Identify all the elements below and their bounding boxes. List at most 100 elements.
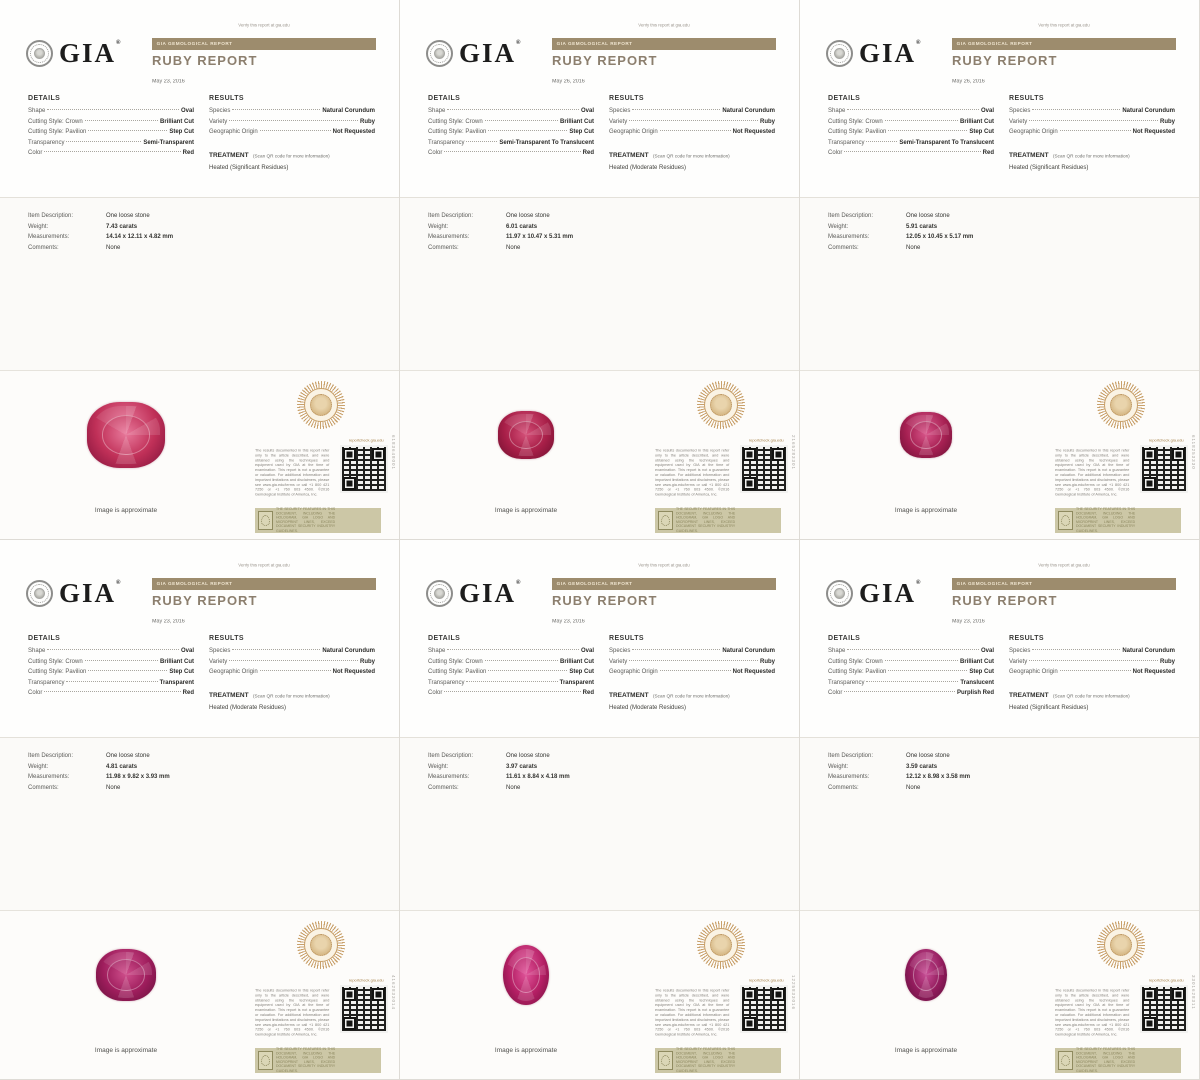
qr-finder-icon bbox=[743, 477, 756, 490]
results-heading: RESULTS bbox=[1009, 95, 1044, 102]
result-label: Variety bbox=[1009, 658, 1028, 665]
item-label: Measurements: bbox=[828, 234, 870, 240]
banner-label: GIA GEMOLOGICAL REPORT bbox=[556, 581, 633, 587]
gia-logo-text: GIA® bbox=[859, 578, 923, 608]
security-strip: The security features in this document, … bbox=[255, 1047, 381, 1073]
item-row-measurements: Measurements: 12.05 x 10.45 x 5.17 mm bbox=[828, 232, 1199, 243]
front-columns: DETAILS Shape Oval Cutting Style: Crown Br… bbox=[428, 95, 775, 171]
security-emblem-icon bbox=[1058, 1051, 1073, 1070]
detail-row-crown: Cutting Style: Crown Brilliant Cut bbox=[28, 117, 194, 128]
report-title: RUBY REPORT bbox=[552, 593, 658, 608]
detail-row-crown: Cutting Style: Crown Brilliant Cut bbox=[828, 657, 994, 668]
item-label: Weight: bbox=[828, 763, 849, 770]
gem-slot bbox=[400, 379, 652, 491]
item-value: 3.97 carats bbox=[506, 763, 538, 770]
details-section: DETAILS Shape Oval Cutting Style: Crown Br… bbox=[828, 635, 994, 711]
dotted-leader bbox=[466, 140, 498, 142]
gia-gold-seal-icon bbox=[697, 921, 745, 969]
gia-seal-icon bbox=[26, 40, 53, 67]
detail-row-crown: Cutting Style: Crown Brilliant Cut bbox=[428, 117, 594, 128]
result-label: Geographic Origin bbox=[209, 129, 258, 135]
gia-ruby-certificate[interactable]: Verify this report at gia.edu GIA® GIA G… bbox=[400, 540, 800, 1080]
results-heading: RESULTS bbox=[609, 95, 644, 102]
security-strip: The security features in this document, … bbox=[1055, 1047, 1181, 1073]
gem-slot bbox=[800, 379, 1052, 491]
treatment-block: TREATMENT (Scan QR code for more informa… bbox=[1009, 144, 1175, 171]
result-label: Species bbox=[209, 648, 231, 654]
item-row-description: Item Description: One loose stone bbox=[28, 751, 399, 762]
detail-value: Red bbox=[182, 690, 194, 696]
dotted-leader bbox=[444, 151, 581, 152]
detail-label: Cutting Style: Pavilion bbox=[428, 129, 487, 135]
gia-logo-text: GIA® bbox=[459, 578, 523, 608]
detail-label: Cutting Style: Crown bbox=[828, 118, 883, 125]
dotted-leader bbox=[629, 659, 758, 661]
treatment-value: Heated (Significant Residues) bbox=[209, 164, 289, 171]
item-row-description: Item Description: One loose stone bbox=[428, 211, 799, 222]
detail-value: Step Cut bbox=[569, 669, 594, 675]
dotted-leader bbox=[66, 680, 158, 682]
gia-ruby-certificate[interactable]: Verify this report at gia.edu GIA® GIA G… bbox=[800, 540, 1200, 1080]
item-value: One loose stone bbox=[906, 753, 950, 759]
gia-ruby-certificate[interactable]: Verify this report at gia.edu GIA® GIA G… bbox=[0, 540, 400, 1080]
reportcheck-url: reportcheck.gia.edu bbox=[748, 439, 784, 443]
treatment-heading: TREATMENT bbox=[1009, 151, 1049, 159]
detail-row-color: Color Red bbox=[428, 688, 594, 699]
ruby-gem-image bbox=[87, 402, 165, 468]
dotted-leader bbox=[466, 680, 558, 682]
result-value: Not Requested bbox=[332, 669, 375, 675]
qr-code bbox=[740, 985, 788, 1033]
results-section: RESULTS Species Natural Corundum Variety R… bbox=[609, 635, 775, 711]
result-value: Ruby bbox=[1160, 658, 1175, 665]
detail-label: Cutting Style: Crown bbox=[428, 658, 483, 665]
dotted-leader bbox=[847, 649, 979, 650]
detail-value: Step Cut bbox=[969, 669, 994, 675]
detail-label: Shape bbox=[828, 648, 846, 654]
result-value: Ruby bbox=[760, 118, 775, 125]
security-emblem-icon bbox=[658, 1051, 673, 1070]
detail-row-shape: Shape Oval bbox=[428, 646, 594, 657]
detail-row-color: Color Purplish Red bbox=[828, 688, 994, 699]
details-heading: DETAILS bbox=[428, 635, 461, 642]
detail-row-shape: Shape Oval bbox=[428, 106, 594, 117]
gia-ruby-certificate[interactable]: Verify this report at gia.edu GIA® GIA G… bbox=[800, 0, 1200, 540]
report-banner: GIA GEMOLOGICAL REPORT bbox=[952, 38, 1176, 50]
result-label: Variety bbox=[209, 118, 228, 125]
gem-slot bbox=[0, 919, 252, 1031]
detail-value: Oval bbox=[180, 108, 194, 114]
item-label: Weight: bbox=[28, 223, 49, 230]
disclaimer-text: The results documented in this report re… bbox=[1055, 989, 1130, 1037]
gia-logo: GIA® bbox=[426, 580, 523, 607]
report-number-vertical: 6118253330 bbox=[1191, 435, 1196, 470]
gia-ruby-certificate[interactable]: Verify this report at gia.edu GIA® GIA G… bbox=[0, 0, 400, 540]
dotted-leader bbox=[488, 130, 568, 131]
report-title: RUBY REPORT bbox=[152, 593, 258, 608]
detail-value: Translucent bbox=[960, 679, 994, 686]
report-date: May 23, 2016 bbox=[152, 79, 185, 85]
dotted-leader bbox=[44, 691, 181, 692]
treatment-value: Heated (Moderate Residues) bbox=[209, 704, 287, 711]
gia-logo-text: GIA® bbox=[459, 38, 523, 68]
dotted-leader bbox=[1029, 659, 1158, 661]
result-row-species: Species Natural Corundum bbox=[1009, 106, 1175, 117]
details-heading: DETAILS bbox=[428, 95, 461, 102]
treatment-heading: TREATMENT bbox=[609, 151, 649, 159]
item-row-comments: Comments: None bbox=[28, 783, 399, 794]
item-label: Measurements: bbox=[28, 234, 70, 240]
item-row-weight: Weight: 3.59 carats bbox=[828, 762, 1199, 773]
dotted-leader bbox=[844, 151, 981, 152]
item-value: 6.01 carats bbox=[506, 223, 538, 230]
detail-label: Shape bbox=[428, 648, 446, 654]
dotted-leader bbox=[632, 109, 721, 110]
result-row-variety: Variety Ruby bbox=[609, 657, 775, 668]
item-label: Comments: bbox=[428, 784, 459, 791]
treatment-heading: TREATMENT bbox=[609, 691, 649, 699]
item-row-comments: Comments: None bbox=[28, 243, 399, 254]
gia-ruby-certificate[interactable]: Verify this report at gia.edu GIA® GIA G… bbox=[400, 0, 800, 540]
result-row-origin: Geographic Origin Not Requested bbox=[609, 667, 775, 678]
results-section: RESULTS Species Natural Corundum Variety R… bbox=[209, 635, 375, 711]
dotted-leader bbox=[888, 130, 968, 131]
item-label: Weight: bbox=[28, 763, 49, 770]
treatment-block: TREATMENT (Scan QR code for more informa… bbox=[209, 144, 375, 171]
